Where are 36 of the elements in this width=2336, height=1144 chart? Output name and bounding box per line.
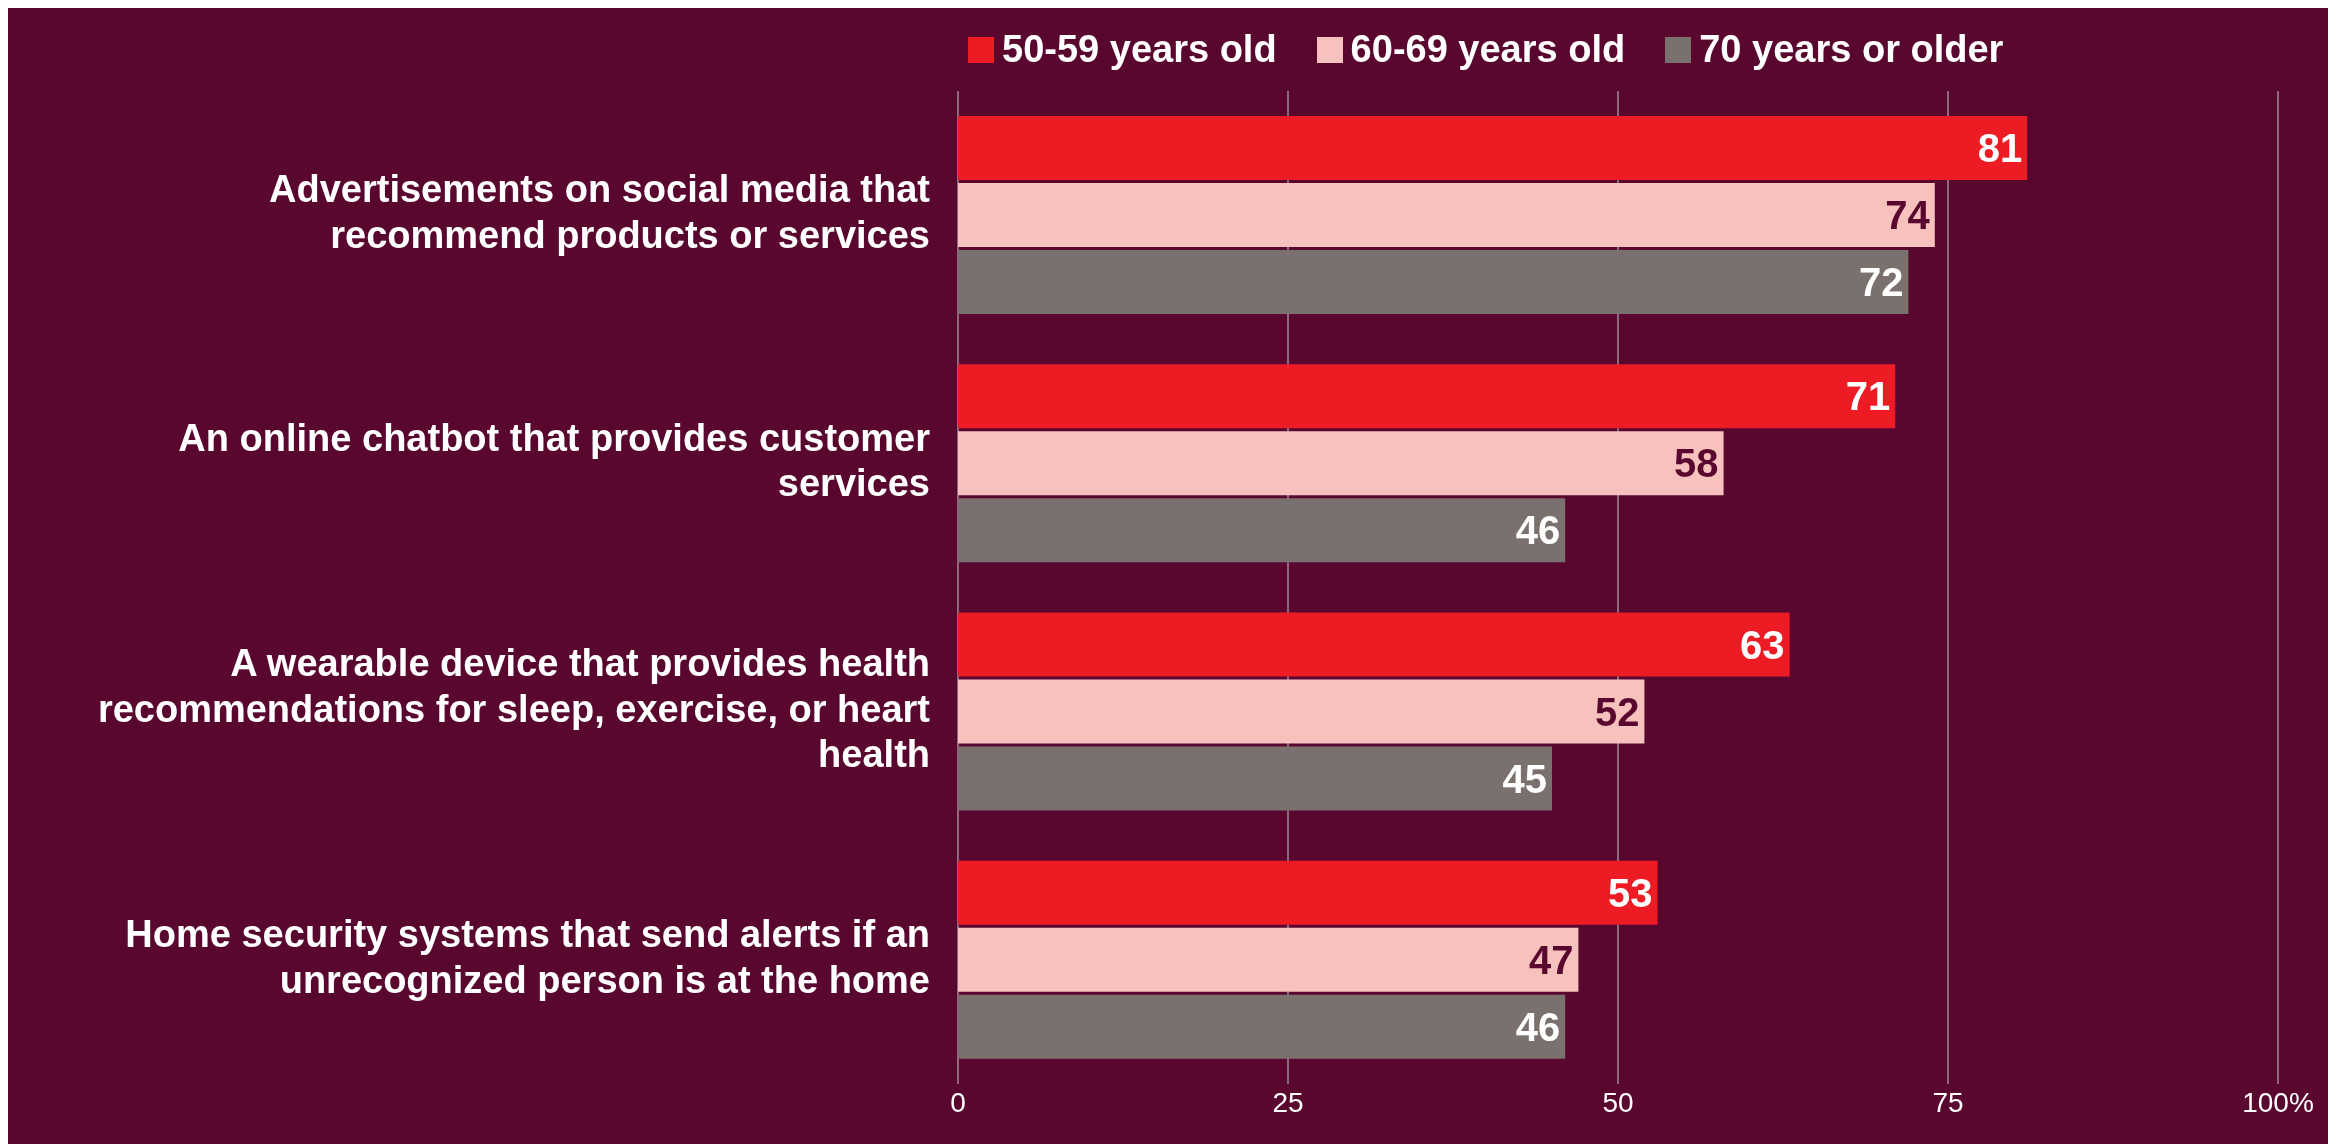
bar bbox=[958, 364, 1896, 429]
y-tick-label: Advertisements on social media that recommend products or services bbox=[269, 168, 931, 256]
legend-label: 60-69 years old bbox=[1350, 28, 1626, 71]
data-label: 63 bbox=[1740, 622, 1785, 667]
data-label: 46 bbox=[1515, 1004, 1561, 1049]
bar bbox=[958, 498, 1566, 563]
bar bbox=[958, 183, 1935, 247]
y-tick-label: A wearable device that provides health recommendations for sleep, exercise, or heart health bbox=[97, 642, 931, 776]
y-tick-label: An online chatbot that provides customer services bbox=[178, 416, 931, 505]
bar bbox=[958, 679, 1645, 744]
data-label: 52 bbox=[1594, 689, 1640, 734]
y-tick-label: Home security systems that send alerts if an unrecognized person is at the home bbox=[125, 913, 930, 1001]
x-tick-label: 100% bbox=[2242, 1086, 2314, 1118]
data-label: 72 bbox=[1858, 260, 1904, 305]
data-label: 46 bbox=[1515, 508, 1561, 553]
x-tick-label: 75 bbox=[1932, 1086, 1964, 1118]
x-tick-label: 0 bbox=[950, 1086, 966, 1118]
x-tick-label: 50 bbox=[1602, 1086, 1634, 1118]
legend-label: 70 years or older bbox=[1699, 28, 2004, 71]
data-label: 81 bbox=[1977, 126, 2023, 171]
bar bbox=[958, 994, 1566, 1059]
data-label: 71 bbox=[1845, 374, 1891, 419]
bar bbox=[958, 612, 1790, 677]
bar bbox=[958, 116, 2028, 180]
legend-label: 50-59 years old bbox=[1002, 28, 1277, 71]
bar bbox=[958, 746, 1552, 811]
x-tick-label: 25 bbox=[1272, 1086, 1304, 1118]
data-label: 47 bbox=[1528, 937, 1574, 982]
data-label: 45 bbox=[1502, 756, 1547, 801]
bar bbox=[958, 927, 1579, 992]
data-label: 53 bbox=[1608, 870, 1653, 915]
data-label: 74 bbox=[1885, 193, 1931, 238]
bar bbox=[958, 860, 1658, 925]
data-label: 58 bbox=[1674, 441, 1719, 486]
bar bbox=[958, 250, 1909, 314]
bar bbox=[958, 431, 1724, 496]
